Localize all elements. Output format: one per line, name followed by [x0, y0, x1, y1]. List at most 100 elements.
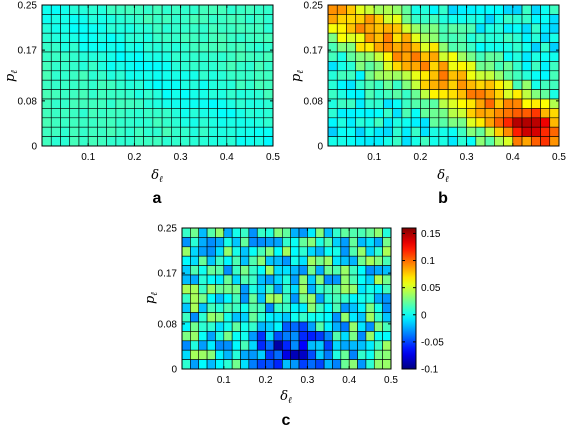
- heatmap-a-cell: [244, 23, 255, 34]
- heatmap-a-cell: [180, 61, 191, 72]
- heatmap-c-cell: [256, 265, 266, 276]
- heatmap-c-cell: [198, 274, 208, 285]
- heatmap-c-cell: [223, 359, 233, 370]
- heatmap-c-cell: [181, 255, 191, 266]
- heatmap-a-cell: [226, 32, 237, 43]
- heatmap-a-cell: [226, 117, 237, 128]
- heatmap-a-cell: [50, 61, 61, 72]
- heatmap-c-cell: [365, 359, 375, 370]
- heatmap-c-cell: [190, 265, 200, 276]
- heatmap-b-cells: [327, 4, 560, 147]
- heatmap-b-cell: [364, 98, 375, 109]
- heatmap-a-cell: [78, 79, 89, 90]
- heatmap-b-cell: [530, 89, 541, 100]
- heatmap-a-cell: [180, 51, 191, 62]
- heatmap-c-cell: [298, 321, 308, 332]
- heatmap-a-cell: [134, 32, 144, 43]
- heatmap-a-cell: [217, 79, 228, 90]
- heatmap-b-cell: [540, 70, 551, 81]
- heatmap-c-cell: [348, 302, 358, 313]
- heatmap-c-cell: [248, 237, 258, 248]
- heatmap-c-cell: [206, 321, 216, 332]
- heatmap-a-cell: [78, 14, 89, 25]
- heatmap-c-cell: [323, 321, 333, 332]
- colorbar: [401, 227, 417, 370]
- heatmap-b-cell: [364, 32, 375, 43]
- heatmap-c-cell: [315, 293, 325, 304]
- x-tick-label: 0.3: [174, 152, 188, 163]
- heatmap-c-cell: [273, 302, 283, 313]
- heatmap-a-cell: [97, 136, 107, 147]
- heatmap-c-cell: [332, 349, 342, 360]
- heatmap-c-cell: [307, 255, 317, 266]
- heatmap-a-cell: [198, 89, 209, 100]
- heatmap-a-cell: [50, 79, 61, 90]
- heatmap-a-cell: [161, 70, 172, 81]
- heatmap-c-cell: [290, 246, 300, 257]
- heatmap-b-cell: [549, 108, 560, 119]
- heatmap-c-cell: [290, 265, 300, 276]
- heatmap-c-cell: [307, 331, 317, 342]
- heatmap-c-cell: [206, 312, 216, 323]
- heatmap-a-cell: [97, 4, 107, 15]
- heatmap-a-cell: [60, 4, 71, 15]
- heatmap-b-cell: [373, 79, 384, 90]
- heatmap-a-cell: [124, 108, 135, 119]
- heatmap-a-cell: [235, 126, 246, 137]
- heatmap-a-cell: [115, 79, 126, 90]
- heatmap-b-cell: [447, 70, 458, 81]
- heatmap-a-cell: [115, 51, 126, 62]
- heatmap-b-cell: [438, 23, 449, 34]
- heatmap-c-cell: [256, 255, 266, 266]
- heatmap-a-cell: [235, 42, 246, 53]
- heatmap-b-cell: [420, 136, 430, 147]
- heatmap-c-cell: [315, 237, 325, 248]
- heatmap-a-cell: [217, 89, 228, 100]
- heatmap-c-cell: [373, 349, 383, 360]
- heatmap-c-cell: [373, 284, 383, 295]
- heatmap-b-cell: [475, 23, 486, 34]
- heatmap-b-cell: [420, 61, 430, 72]
- heatmap-c-cell: [382, 237, 392, 248]
- heatmap-c-cell: [273, 274, 283, 285]
- heatmap-a-cell: [115, 117, 126, 128]
- heatmap-b-cell: [475, 136, 486, 147]
- heatmap-c-cell: [348, 312, 358, 323]
- heatmap-b-cell: [475, 4, 486, 15]
- heatmap-b-cell: [438, 42, 449, 53]
- heatmap-a-cell: [208, 51, 218, 62]
- heatmap-b-cell: [420, 51, 430, 62]
- heatmap-b-cell: [383, 32, 393, 43]
- heatmap-c-cell: [231, 255, 241, 266]
- heatmap-b-cell: [484, 42, 495, 53]
- heatmap-c-cell: [382, 293, 392, 304]
- heatmap-a-cell: [152, 23, 163, 34]
- heatmap-a-cell: [152, 108, 163, 119]
- heatmap-a-cell: [217, 136, 228, 147]
- heatmap-b-cell: [346, 51, 357, 62]
- heatmap-c-cell: [273, 227, 283, 238]
- heatmap-c-cell: [323, 302, 333, 313]
- heatmap-b-cell: [521, 51, 532, 62]
- heatmap-b-cell: [512, 23, 523, 34]
- heatmap-b-cell: [355, 136, 366, 147]
- heatmap-a-cell: [263, 117, 274, 128]
- heatmap-a-cell: [244, 108, 255, 119]
- heatmap-a-cell: [60, 108, 71, 119]
- heatmap-a-cell: [97, 14, 107, 25]
- heatmap-b-cell: [401, 4, 412, 15]
- heatmap-b-cell: [447, 126, 458, 137]
- heatmap-b-cell: [466, 4, 477, 15]
- heatmap-b-cell: [521, 79, 532, 90]
- heatmap-a-cell: [69, 79, 80, 90]
- heatmap-a-cell: [143, 51, 154, 62]
- heatmap-c-cell: [365, 349, 375, 360]
- heatmap-b-cell: [420, 14, 430, 25]
- heatmap-c-cell: [256, 237, 266, 248]
- heatmap-c-cell: [382, 246, 392, 257]
- heatmap-b-cell: [503, 61, 514, 72]
- heatmap-b-cell: [512, 98, 523, 109]
- heatmap-a-cell: [217, 98, 228, 109]
- heatmap-b-cell: [410, 51, 421, 62]
- heatmap-b-cell: [494, 42, 504, 53]
